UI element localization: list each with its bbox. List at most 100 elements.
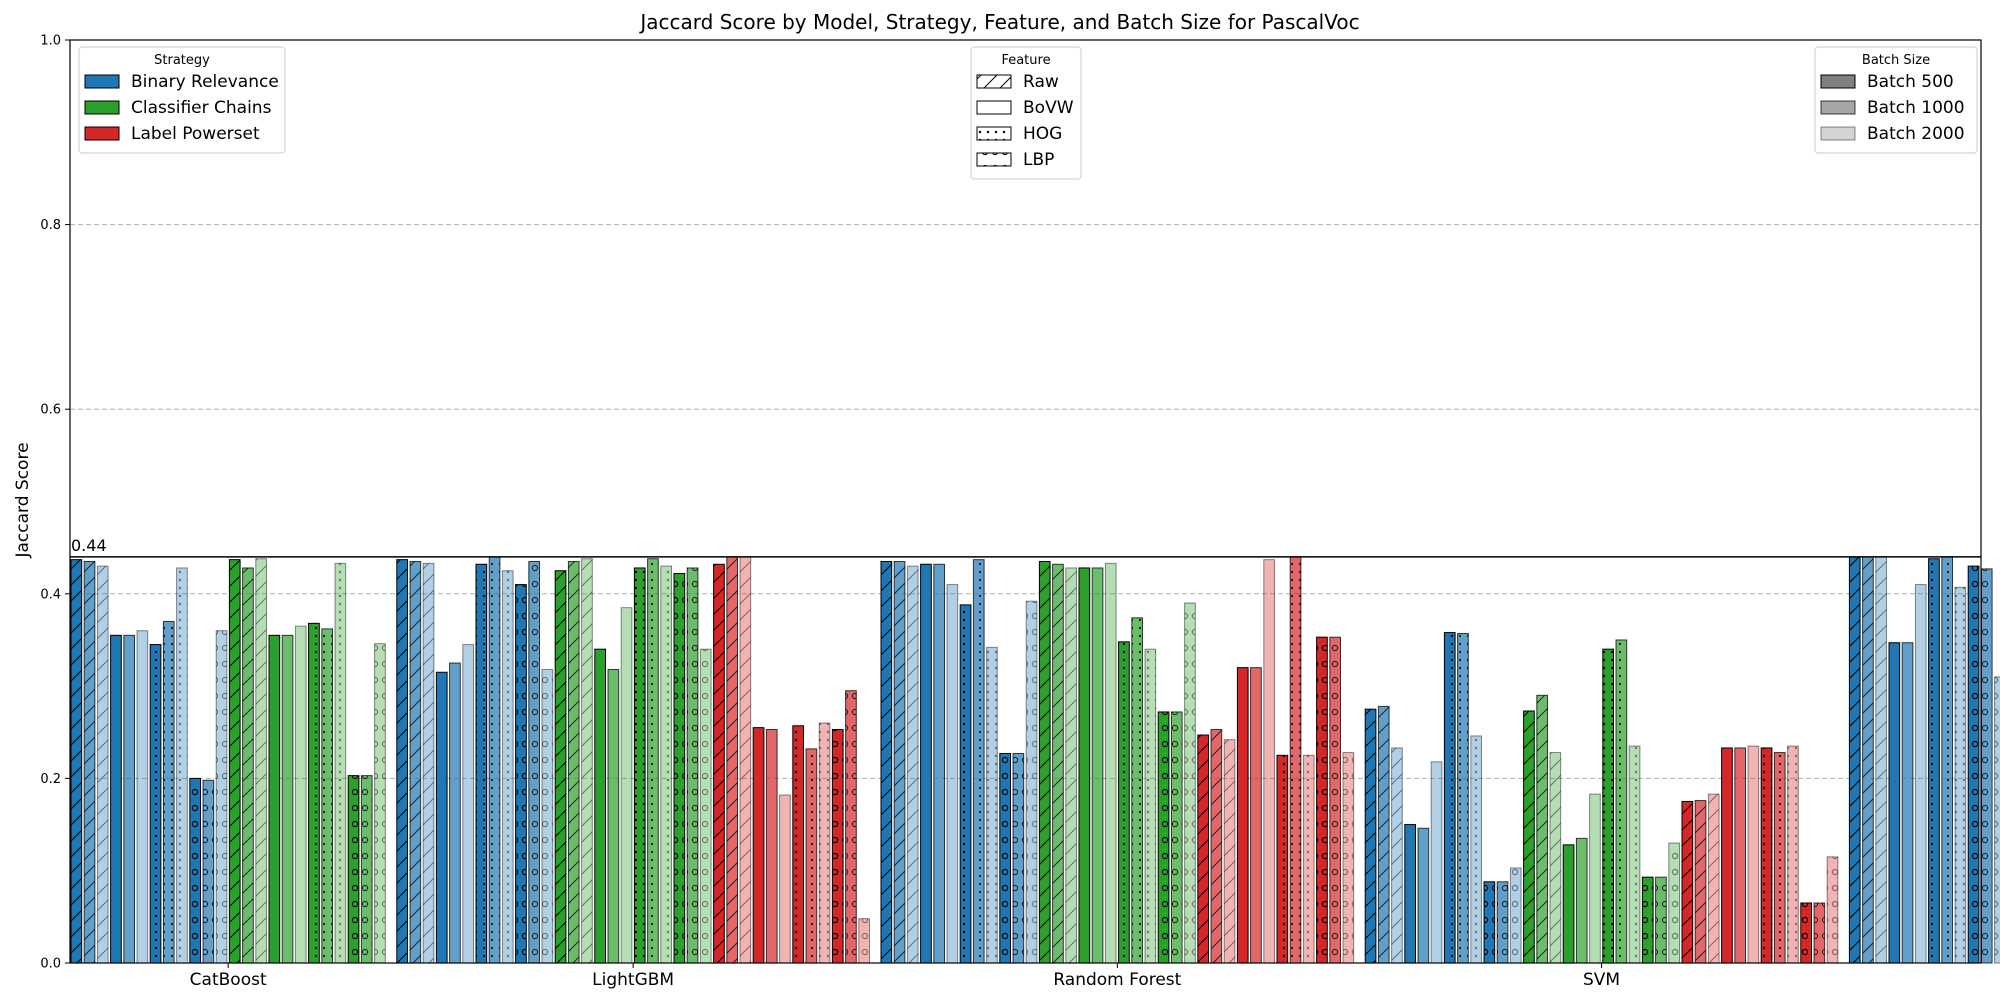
bar-hatch bbox=[1695, 800, 1706, 963]
bar-hatch bbox=[203, 780, 214, 963]
bar bbox=[920, 563, 932, 964]
bar-hatch bbox=[308, 623, 320, 963]
legend-swatch bbox=[84, 74, 120, 89]
bar-hatch bbox=[1171, 711, 1183, 963]
bar-hatch bbox=[1510, 867, 1522, 963]
bar-hatch bbox=[1457, 633, 1469, 963]
bar-hatch bbox=[1629, 746, 1640, 963]
bar-hatch bbox=[163, 621, 175, 963]
y-axis-ticks: 0.0 0.2 0.4 0.6 0.8 1.0 bbox=[40, 34, 70, 972]
bar-hatch bbox=[1862, 556, 1874, 963]
bar-hatch bbox=[1642, 877, 1654, 963]
bar-hatch bbox=[1391, 747, 1403, 963]
reference-line-label: 0.44 bbox=[71, 536, 107, 555]
bar-hatch bbox=[216, 630, 227, 963]
bar bbox=[1575, 837, 1588, 964]
bar bbox=[1091, 567, 1104, 964]
bar-hatch bbox=[674, 573, 685, 963]
bar-hatch bbox=[255, 558, 267, 963]
bar bbox=[765, 728, 778, 964]
bar-hatch bbox=[1303, 755, 1315, 963]
bar bbox=[594, 648, 606, 964]
bar-hatch bbox=[881, 561, 892, 963]
bar-hatch bbox=[687, 567, 698, 963]
legend-swatch bbox=[84, 126, 120, 141]
y-tick-label: 0.6 bbox=[40, 403, 61, 418]
legend-item-label: Batch 2000 bbox=[1867, 124, 1965, 144]
bar-hatch bbox=[819, 723, 830, 963]
legend-batch: Batch Size Batch 500 Batch 1000 Batch 2000 bbox=[1814, 46, 1978, 154]
bar bbox=[294, 625, 307, 964]
bar-hatch bbox=[1875, 556, 1887, 963]
bar-hatch bbox=[1013, 753, 1024, 963]
x-tick-label: LightGBM bbox=[592, 970, 674, 990]
bar-hatch bbox=[1994, 676, 2000, 963]
bar-hatch bbox=[568, 561, 580, 963]
bar-hatch bbox=[229, 559, 241, 963]
bar-hatch bbox=[1197, 735, 1209, 963]
bar-hatch bbox=[1444, 632, 1456, 963]
legend-swatch bbox=[1820, 100, 1856, 115]
bar-hatch bbox=[1655, 877, 1667, 963]
bar-hatch bbox=[1329, 637, 1341, 963]
bar-hatch bbox=[660, 566, 672, 963]
bar bbox=[281, 634, 294, 964]
bar-hatch bbox=[581, 558, 593, 963]
bar-hatch bbox=[1849, 556, 1861, 963]
bar bbox=[1589, 793, 1601, 964]
bar-hatch bbox=[1290, 556, 1301, 963]
legend-swatch bbox=[1820, 126, 1856, 141]
bar-hatch bbox=[1065, 567, 1077, 963]
bar-hatch bbox=[97, 566, 109, 963]
bar-hatch bbox=[1497, 881, 1508, 963]
bar bbox=[1888, 642, 1901, 964]
bar-hatch bbox=[1814, 903, 1825, 963]
legend-title: Batch Size bbox=[1862, 53, 1930, 68]
bar-hatch bbox=[1981, 568, 1993, 963]
bar-hatch bbox=[647, 558, 659, 963]
legend-item-label: Label Powerset bbox=[131, 124, 260, 144]
bar-hatch bbox=[1224, 739, 1235, 963]
legend-item-label: HOG bbox=[1023, 124, 1062, 144]
bar bbox=[607, 668, 620, 964]
bar bbox=[946, 584, 959, 964]
bar-hatch bbox=[858, 918, 870, 963]
bar-hatch bbox=[423, 563, 434, 963]
legend-item-label: Binary Relevance bbox=[131, 72, 279, 92]
bar-hatch bbox=[348, 775, 359, 963]
y-tick-label: 0.0 bbox=[40, 957, 61, 972]
bar bbox=[1417, 827, 1430, 964]
y-tick-label: 0.8 bbox=[40, 218, 61, 233]
legend-frame bbox=[1814, 46, 1978, 154]
legend-item-label: Batch 500 bbox=[1867, 72, 1954, 92]
bar-hatch bbox=[1787, 746, 1799, 963]
bar-hatch bbox=[713, 564, 725, 963]
x-tick-label: CatBoost bbox=[190, 970, 267, 990]
bar-hatch bbox=[1602, 649, 1614, 963]
bar-hatch bbox=[476, 564, 487, 963]
legend-swatch-hatch bbox=[977, 75, 1011, 88]
bar-hatch bbox=[1026, 601, 1037, 963]
bar bbox=[1236, 667, 1249, 964]
reference-line: 0.44 bbox=[70, 536, 1981, 558]
plot-frame bbox=[69, 39, 1982, 964]
bar-hatch bbox=[555, 570, 566, 963]
bar-hatch bbox=[176, 567, 188, 963]
bar-hatch bbox=[999, 753, 1011, 963]
bar-hatch bbox=[1536, 695, 1548, 963]
bar bbox=[1747, 745, 1760, 964]
bar-hatch bbox=[1941, 556, 1953, 963]
bar bbox=[462, 644, 474, 964]
bar bbox=[1914, 584, 1927, 964]
legend-item-label: Raw bbox=[1023, 72, 1059, 92]
bar bbox=[1250, 667, 1262, 964]
legend-feature: Feature Raw BoVW HOG LBP bbox=[970, 46, 1082, 180]
legend-swatch bbox=[1820, 74, 1856, 89]
bar-hatch bbox=[410, 561, 421, 963]
bar-hatch bbox=[1668, 843, 1680, 963]
bar-hatch bbox=[1118, 641, 1130, 963]
bar bbox=[1430, 761, 1443, 964]
bar-hatch bbox=[1523, 711, 1535, 963]
